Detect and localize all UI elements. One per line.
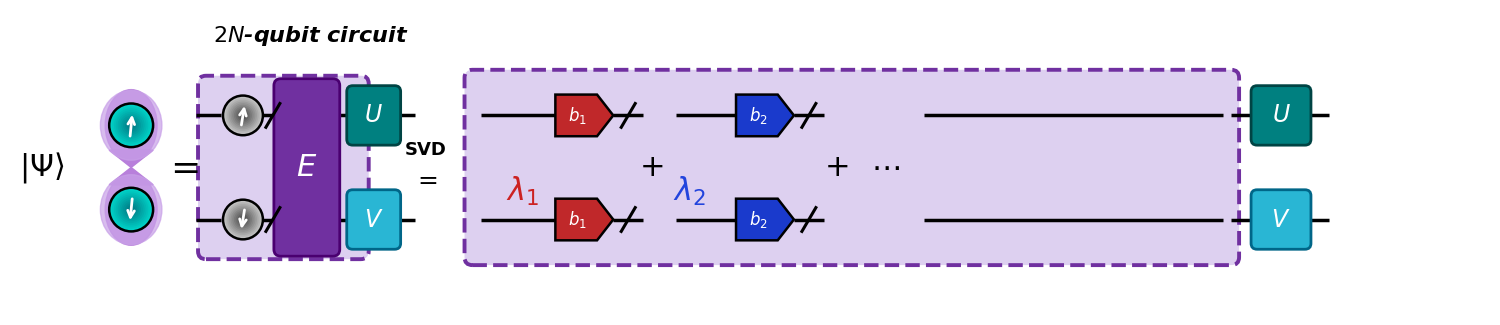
- Circle shape: [238, 214, 248, 225]
- Polygon shape: [110, 167, 153, 185]
- Polygon shape: [736, 199, 794, 240]
- Text: $\lambda_1$: $\lambda_1$: [507, 176, 540, 209]
- Circle shape: [114, 193, 147, 226]
- Circle shape: [112, 191, 150, 228]
- Circle shape: [232, 106, 254, 125]
- Circle shape: [122, 116, 141, 135]
- Circle shape: [111, 105, 152, 145]
- Text: $b_1$: $b_1$: [568, 209, 586, 230]
- FancyBboxPatch shape: [198, 76, 369, 259]
- Text: $=$: $=$: [413, 167, 438, 191]
- Circle shape: [120, 199, 142, 220]
- Text: $\cdots$: $\cdots$: [871, 153, 900, 182]
- Circle shape: [231, 208, 255, 231]
- Circle shape: [128, 206, 135, 213]
- Circle shape: [225, 201, 261, 238]
- Circle shape: [110, 188, 153, 231]
- Polygon shape: [736, 95, 794, 136]
- Circle shape: [232, 210, 254, 229]
- Circle shape: [122, 201, 141, 219]
- Circle shape: [224, 96, 262, 135]
- Text: $U$: $U$: [1272, 103, 1290, 127]
- Text: $=$: $=$: [164, 150, 200, 185]
- FancyBboxPatch shape: [346, 190, 400, 249]
- Circle shape: [117, 111, 146, 140]
- Text: $b_1$: $b_1$: [568, 105, 586, 126]
- FancyBboxPatch shape: [1251, 86, 1311, 145]
- Circle shape: [118, 197, 144, 222]
- Ellipse shape: [100, 90, 162, 160]
- Circle shape: [237, 109, 249, 122]
- Circle shape: [118, 112, 144, 138]
- Text: $U$: $U$: [364, 103, 382, 127]
- Polygon shape: [110, 150, 153, 167]
- FancyBboxPatch shape: [274, 79, 340, 256]
- Circle shape: [225, 97, 261, 134]
- Circle shape: [111, 189, 152, 229]
- Circle shape: [126, 204, 136, 215]
- Circle shape: [231, 104, 255, 127]
- Ellipse shape: [100, 175, 162, 244]
- Text: $b_2$: $b_2$: [748, 209, 768, 230]
- FancyBboxPatch shape: [346, 86, 400, 145]
- Text: $2N$-qubit circuit: $2N$-qubit circuit: [213, 24, 408, 48]
- Circle shape: [242, 218, 244, 221]
- Circle shape: [117, 195, 146, 224]
- Circle shape: [224, 200, 262, 239]
- FancyBboxPatch shape: [1251, 190, 1311, 249]
- Circle shape: [240, 112, 246, 119]
- Circle shape: [226, 99, 260, 132]
- Circle shape: [124, 202, 138, 217]
- Polygon shape: [555, 199, 614, 240]
- Circle shape: [112, 107, 150, 144]
- Text: $|\Psi\rangle$: $|\Psi\rangle$: [20, 150, 64, 185]
- Circle shape: [129, 124, 134, 127]
- Circle shape: [242, 114, 244, 117]
- FancyBboxPatch shape: [465, 70, 1239, 265]
- Circle shape: [114, 109, 147, 142]
- Circle shape: [126, 120, 136, 131]
- Text: $V$: $V$: [1270, 207, 1292, 231]
- Circle shape: [237, 213, 249, 226]
- Circle shape: [238, 111, 248, 120]
- Circle shape: [230, 206, 256, 233]
- Ellipse shape: [105, 90, 158, 161]
- Text: $b_2$: $b_2$: [748, 105, 768, 126]
- Circle shape: [234, 107, 252, 124]
- Text: SVD: SVD: [405, 141, 447, 159]
- Circle shape: [230, 102, 256, 129]
- Polygon shape: [555, 95, 614, 136]
- Text: $E$: $E$: [296, 153, 318, 182]
- Circle shape: [120, 114, 142, 136]
- Circle shape: [228, 205, 258, 234]
- Text: $\lambda_2$: $\lambda_2$: [674, 176, 706, 209]
- Ellipse shape: [105, 174, 158, 245]
- Circle shape: [124, 118, 138, 133]
- Text: $V$: $V$: [364, 207, 384, 231]
- Circle shape: [110, 103, 153, 147]
- Circle shape: [234, 211, 252, 228]
- Circle shape: [240, 216, 246, 223]
- Circle shape: [128, 122, 135, 129]
- Circle shape: [129, 208, 134, 211]
- Text: $+$: $+$: [639, 153, 663, 182]
- Text: $+$: $+$: [824, 153, 848, 182]
- Circle shape: [228, 100, 258, 130]
- Circle shape: [226, 203, 260, 236]
